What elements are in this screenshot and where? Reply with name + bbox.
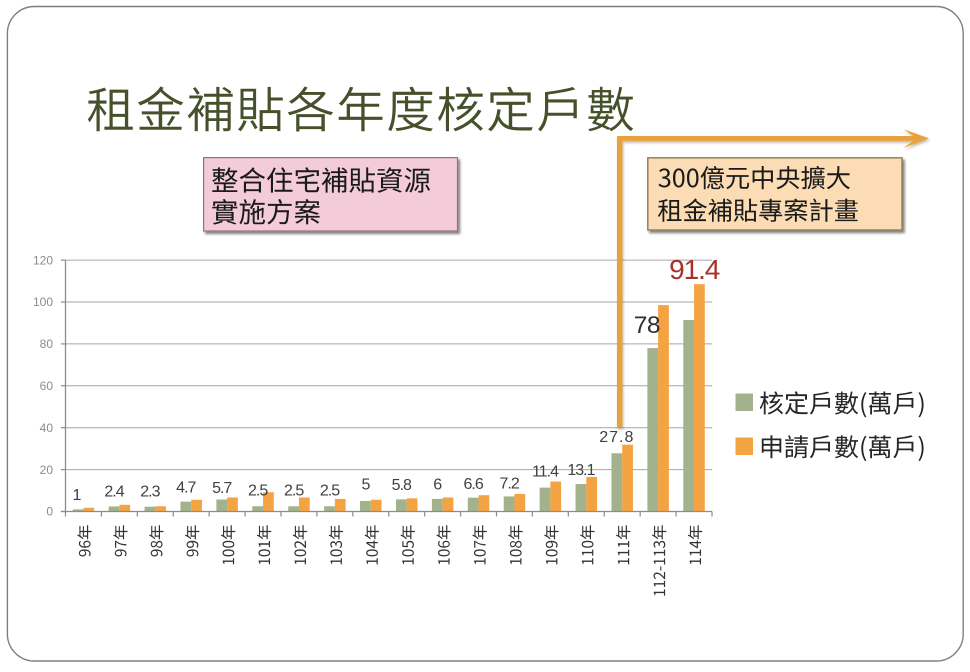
- svg-text:120: 120: [33, 253, 53, 267]
- svg-text:2.4: 2.4: [104, 484, 124, 501]
- svg-text:13.1: 13.1: [567, 462, 595, 479]
- svg-text:5: 5: [361, 477, 370, 494]
- svg-text:60: 60: [40, 379, 54, 393]
- svg-text:0: 0: [46, 505, 53, 519]
- svg-text:40: 40: [40, 421, 54, 435]
- svg-text:5.7: 5.7: [212, 480, 232, 497]
- svg-text:6: 6: [433, 477, 442, 494]
- svg-text:2.5: 2.5: [320, 483, 340, 500]
- svg-text:78: 78: [634, 312, 660, 339]
- svg-text:4.7: 4.7: [176, 480, 196, 497]
- svg-text:2.5: 2.5: [284, 483, 304, 500]
- svg-text:2.3: 2.3: [140, 484, 160, 501]
- svg-text:80: 80: [40, 337, 54, 351]
- svg-text:20: 20: [40, 463, 54, 477]
- svg-text:7.2: 7.2: [499, 476, 519, 493]
- svg-text:27.8: 27.8: [599, 429, 634, 446]
- svg-text:11.4: 11.4: [532, 463, 559, 480]
- svg-text:1: 1: [73, 487, 82, 504]
- svg-text:6.6: 6.6: [463, 476, 483, 493]
- svg-text:5.8: 5.8: [392, 477, 412, 494]
- svg-text:2.5: 2.5: [248, 483, 268, 500]
- svg-text:91.4: 91.4: [669, 254, 720, 285]
- svg-text:100: 100: [33, 295, 53, 309]
